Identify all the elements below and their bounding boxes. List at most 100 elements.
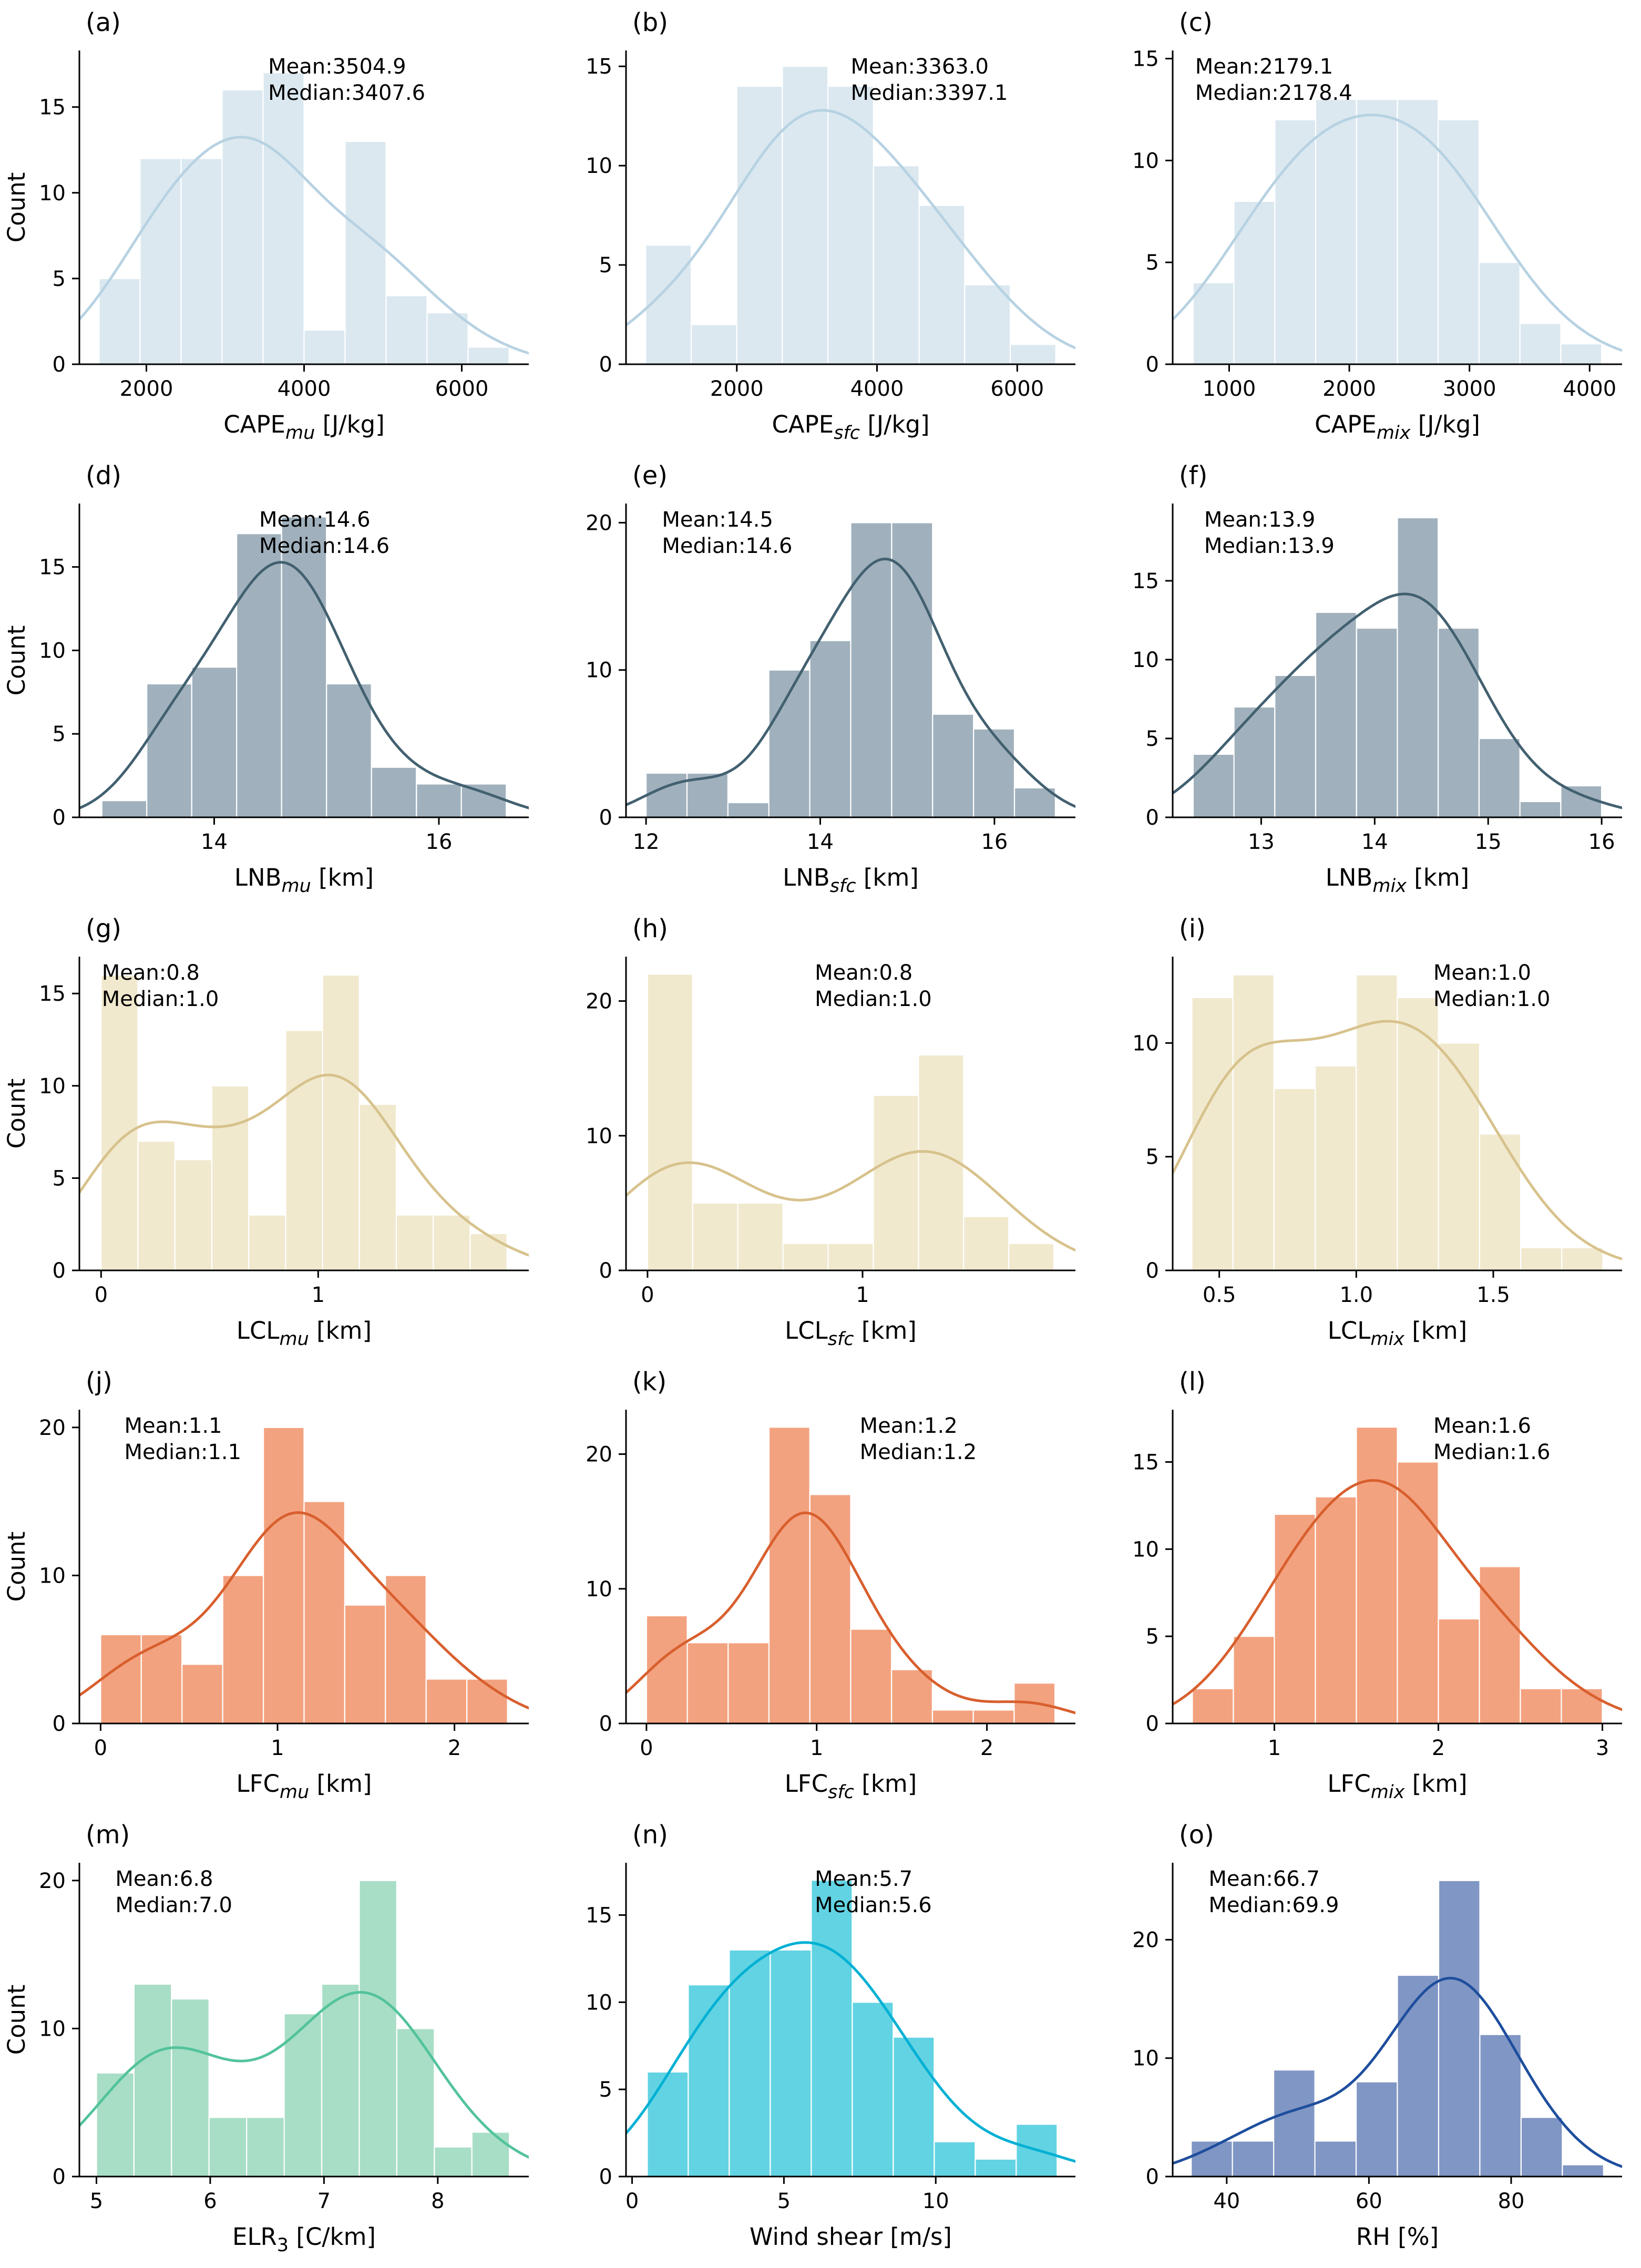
mean-annotation: Mean:1.0 xyxy=(1433,961,1531,985)
mean-annotation: Mean:0.8 xyxy=(815,961,912,985)
mean-annotation: Mean:13.9 xyxy=(1204,508,1316,532)
histogram-bars xyxy=(645,1427,1056,1725)
x-tick-label: 6000 xyxy=(990,377,1044,401)
histogram-bar xyxy=(1314,2140,1357,2178)
chart-svg: 12 14 16 0 10 20 LNBsfc [km] (e) Mean:14.5Median… xyxy=(586,461,1075,897)
kde-curve xyxy=(1173,592,1622,809)
histogram-bar xyxy=(1233,200,1276,365)
x-axis-label: LFCmix [km] xyxy=(1327,1770,1467,1803)
x-tick-label: 12 xyxy=(633,830,660,854)
histogram-bar xyxy=(727,802,770,818)
kde-curve xyxy=(1173,1020,1622,1260)
panel-label: (d) xyxy=(86,461,121,490)
histogram-bars xyxy=(647,1880,1058,2178)
histogram-bar xyxy=(692,1202,739,1271)
y-tick-label: 10 xyxy=(39,181,66,206)
histogram-bar xyxy=(975,2158,1017,2178)
histogram-bar xyxy=(1192,753,1235,818)
x-tick-label: 0.5 xyxy=(1203,1283,1236,1307)
histogram-bar xyxy=(1560,785,1603,818)
histogram-bar xyxy=(893,2036,935,2178)
x-axis-label: LNBsfc [km] xyxy=(783,864,919,897)
y-tick-label: 10 xyxy=(586,1990,612,2015)
x-axis-label: LCLmix [km] xyxy=(1328,1317,1467,1350)
histogram-bar xyxy=(932,713,975,818)
histogram-bar xyxy=(1397,517,1439,818)
histogram-bar xyxy=(236,533,282,818)
histogram-bar xyxy=(1315,98,1357,365)
x-axis-label: ELR3 [C/km] xyxy=(232,2223,376,2256)
x-tick-label: 0 xyxy=(94,1736,107,1760)
histogram-bar xyxy=(688,1984,730,2178)
x-tick-label: 8 xyxy=(431,2189,444,2213)
y-tick-label: 15 xyxy=(39,982,66,1006)
y-tick-label: 0 xyxy=(53,353,66,377)
histogram-bar xyxy=(686,1642,729,1725)
x-tick-label: 16 xyxy=(981,830,1008,854)
histogram-bar xyxy=(181,1664,223,1725)
median-annotation: Median:2178.4 xyxy=(1195,81,1352,105)
histogram-bar xyxy=(371,766,417,818)
histogram-bar xyxy=(395,1214,434,1271)
histogram-bar xyxy=(736,85,783,365)
histogram-bar xyxy=(1479,2034,1522,2178)
histogram-bar xyxy=(1479,1566,1521,1725)
histogram-bar xyxy=(263,1427,305,1725)
kde-curve xyxy=(626,558,1075,808)
histogram-bar xyxy=(1315,611,1357,818)
histogram-bar xyxy=(416,783,462,818)
y-tick-label: 5 xyxy=(599,2078,612,2102)
chart-svg: 1 2 3 0 5 10 15 LFCmix [km] (l) Mean:1.6Median:1.… xyxy=(1132,1367,1622,1803)
histogram-bars xyxy=(100,974,508,1271)
panel-n: 0 5 10 0 5 10 15 Wind shear [m/s] (n) Mean:5.7 Med… xyxy=(547,1813,1094,2266)
y-tick-label: 10 xyxy=(39,2017,66,2041)
histogram-bar xyxy=(96,2072,135,2178)
x-tick-label: 2 xyxy=(1432,1736,1445,1760)
histogram-bar xyxy=(191,666,238,818)
x-tick-label: 5 xyxy=(777,2189,791,2213)
histogram-bar xyxy=(645,772,688,818)
histogram-bar xyxy=(321,1983,360,2178)
x-tick-label: 0 xyxy=(641,1283,654,1307)
panel-label: (g) xyxy=(86,914,121,943)
y-tick-label: 20 xyxy=(39,1869,66,1893)
x-tick-label: 60 xyxy=(1356,2189,1382,2213)
histogram-bar xyxy=(1013,787,1057,818)
histogram-bar xyxy=(1561,1688,1603,1725)
y-tick-label: 10 xyxy=(1132,648,1159,672)
histogram-bar xyxy=(1438,1618,1480,1725)
y-tick-label: 0 xyxy=(599,806,612,830)
x-tick-label: 1.0 xyxy=(1339,1283,1373,1307)
histogram-bar xyxy=(782,1243,829,1271)
x-tick-label: 1 xyxy=(1268,1736,1281,1760)
panel-c: 1000 2000 3000 4000 0 5 10 15 CAPEmix [J/kg] (c) M… xyxy=(1094,1,1640,454)
histogram-bar xyxy=(809,640,852,818)
histogram-bars xyxy=(1191,974,1604,1271)
histogram-bar xyxy=(139,158,182,365)
x-tick-label: 2000 xyxy=(1322,377,1376,401)
histogram-bar xyxy=(469,1233,508,1271)
median-annotation: Median:1.0 xyxy=(1433,987,1551,1011)
x-axis-label: Wind shear [m/s] xyxy=(750,2223,952,2251)
histogram-bars xyxy=(1192,1427,1603,1725)
chart-svg: 1000 2000 3000 4000 0 5 10 15 CAPEmix [J/kg] (c) M… xyxy=(1132,8,1622,444)
histogram-bar xyxy=(1232,2140,1275,2178)
x-axis-label: CAPEsfc [J/kg] xyxy=(772,411,929,444)
median-annotation: Median:13.9 xyxy=(1204,534,1335,558)
histogram-bar xyxy=(467,346,510,365)
histogram-bar xyxy=(1356,1427,1398,1725)
mean-annotation: Mean:1.1 xyxy=(125,1414,222,1438)
kde-curve xyxy=(626,1150,1075,1252)
y-tick-label: 5 xyxy=(53,267,66,291)
histogram-bars xyxy=(1191,1880,1605,2178)
histogram-bar xyxy=(768,1427,811,1725)
y-tick-label: 5 xyxy=(1146,1145,1159,1169)
histogram-bar xyxy=(248,1214,286,1271)
mean-annotation: Mean:14.5 xyxy=(662,508,773,532)
histogram-bar xyxy=(140,1634,183,1725)
histogram-bar xyxy=(918,204,966,365)
